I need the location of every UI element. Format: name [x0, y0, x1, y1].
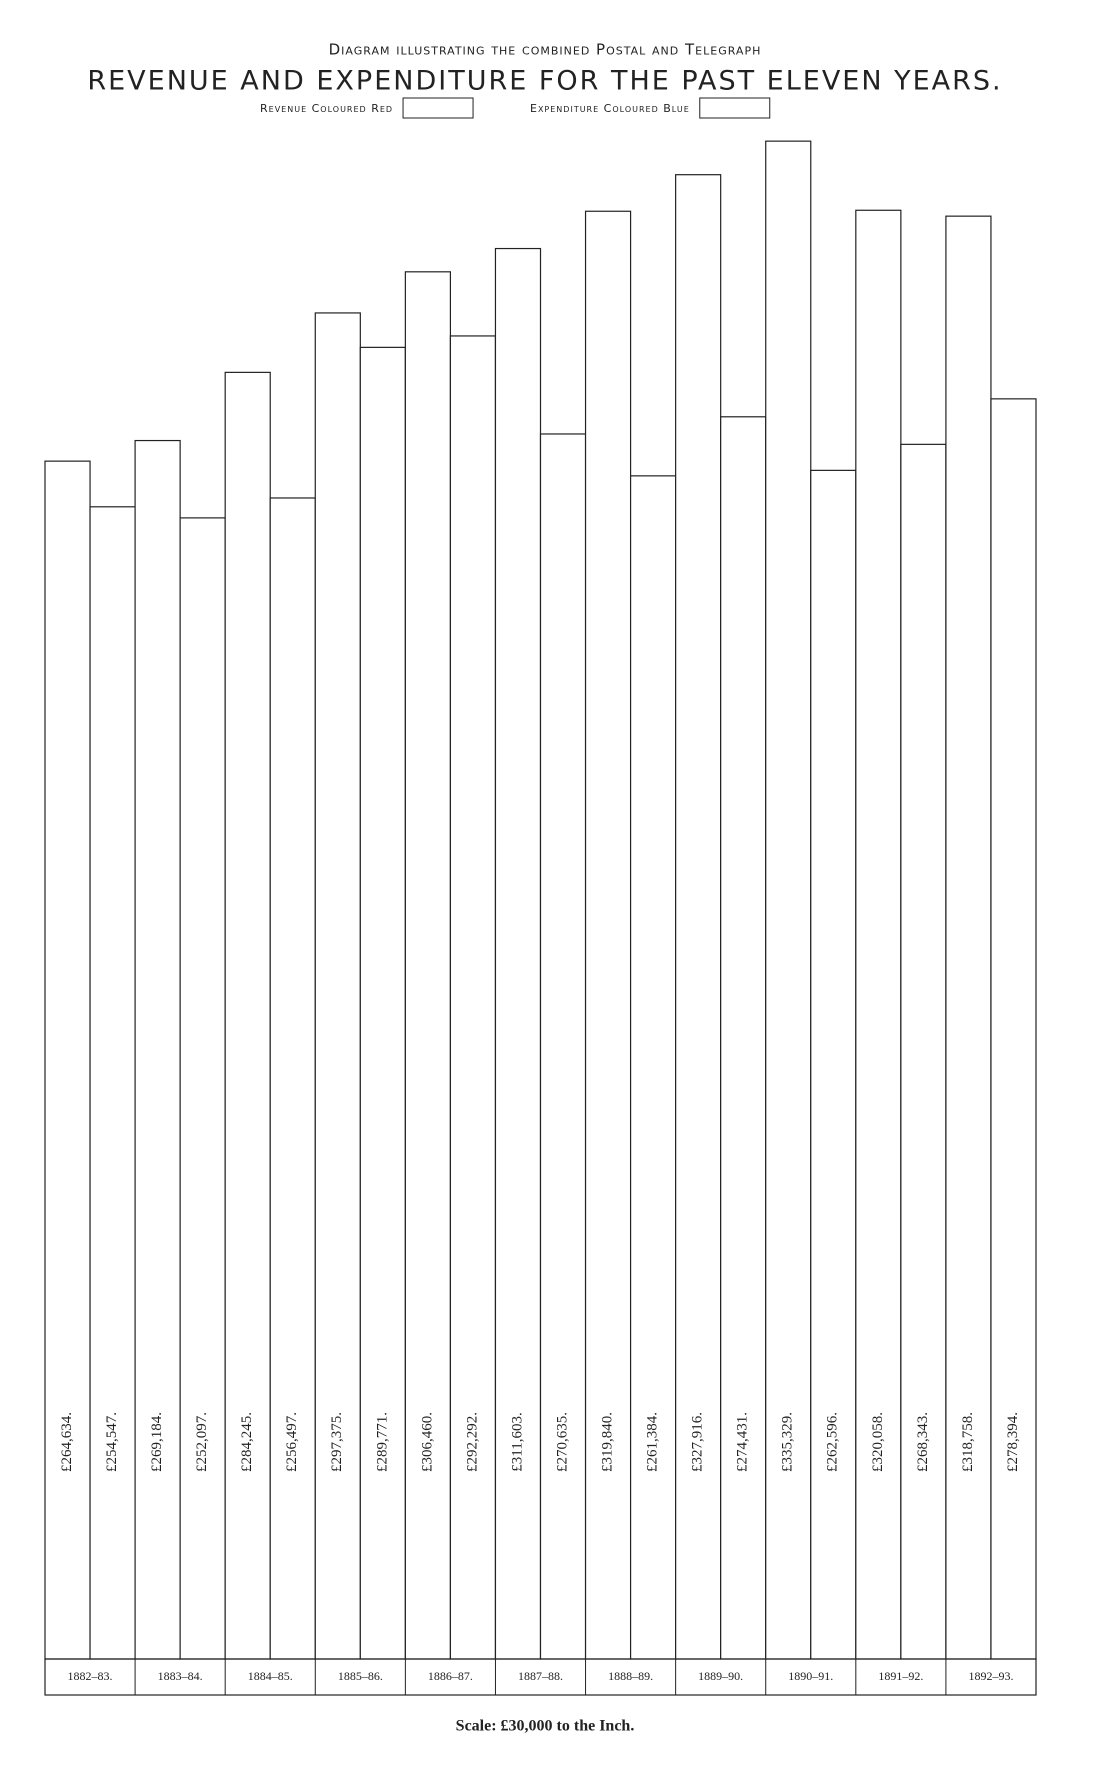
- bar: [404, 271, 452, 1660]
- value-label: £297,375.: [329, 1412, 345, 1472]
- value-label: £284,245.: [239, 1412, 255, 1472]
- x-tick-label: 1891–92.: [878, 1669, 923, 1683]
- value-label: £261,384.: [645, 1412, 661, 1472]
- bar: [900, 443, 947, 1660]
- value-label: £289,771.: [374, 1412, 390, 1472]
- value-label: £335,329.: [780, 1412, 796, 1472]
- value-label: £252,097.: [194, 1412, 210, 1472]
- bar: [89, 506, 136, 1660]
- bar: [44, 460, 91, 1660]
- value-label: £306,460.: [419, 1412, 435, 1472]
- bar: [179, 517, 226, 1660]
- x-tick-label: 1890–91.: [788, 1669, 833, 1683]
- bar: [449, 335, 497, 1660]
- legend-swatch: [699, 97, 771, 119]
- chart-subtitle: REVENUE AND EXPENDITURE FOR THE PAST ELE…: [87, 66, 1002, 97]
- bar: [224, 371, 271, 1660]
- bar: [269, 497, 316, 1660]
- value-label: £269,184.: [149, 1412, 165, 1472]
- x-tick-label: 1892–93.: [968, 1669, 1013, 1683]
- bar: [134, 439, 181, 1660]
- x-tick-label: 1887–88.: [518, 1669, 563, 1683]
- x-tick-label: 1889–90.: [698, 1669, 743, 1683]
- value-label: £320,058.: [870, 1412, 886, 1472]
- bar: [584, 210, 632, 1660]
- bar: [990, 398, 1037, 1660]
- bar: [810, 469, 857, 1660]
- value-label: £270,635.: [554, 1412, 570, 1472]
- chart-title: Diagram illustrating the combined Postal…: [329, 41, 762, 59]
- value-label: £254,547.: [104, 1412, 120, 1472]
- legend-label: Revenue Coloured Red: [260, 102, 393, 115]
- value-label: £256,497.: [284, 1412, 300, 1472]
- value-label: £278,394.: [1005, 1412, 1021, 1472]
- category-row: [44, 1658, 1037, 1696]
- x-tick-label: 1883–84.: [158, 1669, 203, 1683]
- value-label: £327,916.: [690, 1412, 706, 1472]
- bar: [359, 346, 406, 1660]
- bar: [629, 475, 677, 1660]
- x-tick-label: 1888–89.: [608, 1669, 653, 1683]
- bar: [855, 209, 902, 1660]
- scale-note: Scale: £30,000 to the Inch.: [456, 1718, 635, 1735]
- bar: [494, 247, 542, 1660]
- legend-label: Expenditure Coloured Blue: [530, 102, 690, 115]
- value-label: £264,634.: [59, 1412, 75, 1472]
- x-tick-label: 1886–87.: [428, 1669, 473, 1683]
- legend-swatch: [402, 97, 474, 119]
- value-label: £292,292.: [464, 1412, 480, 1472]
- value-label: £268,343.: [915, 1412, 931, 1472]
- bar: [539, 433, 587, 1660]
- value-label: £274,431.: [735, 1412, 751, 1472]
- x-tick-label: 1882–83.: [68, 1669, 113, 1683]
- value-label: £262,596.: [825, 1412, 841, 1472]
- x-tick-label: 1884–85.: [248, 1669, 293, 1683]
- x-tick-label: 1885–86.: [338, 1669, 383, 1683]
- value-label: £311,603.: [509, 1412, 525, 1471]
- bar: [945, 215, 992, 1660]
- value-label: £319,840.: [600, 1412, 616, 1472]
- value-label: £318,758.: [960, 1412, 976, 1472]
- bar: [314, 312, 361, 1660]
